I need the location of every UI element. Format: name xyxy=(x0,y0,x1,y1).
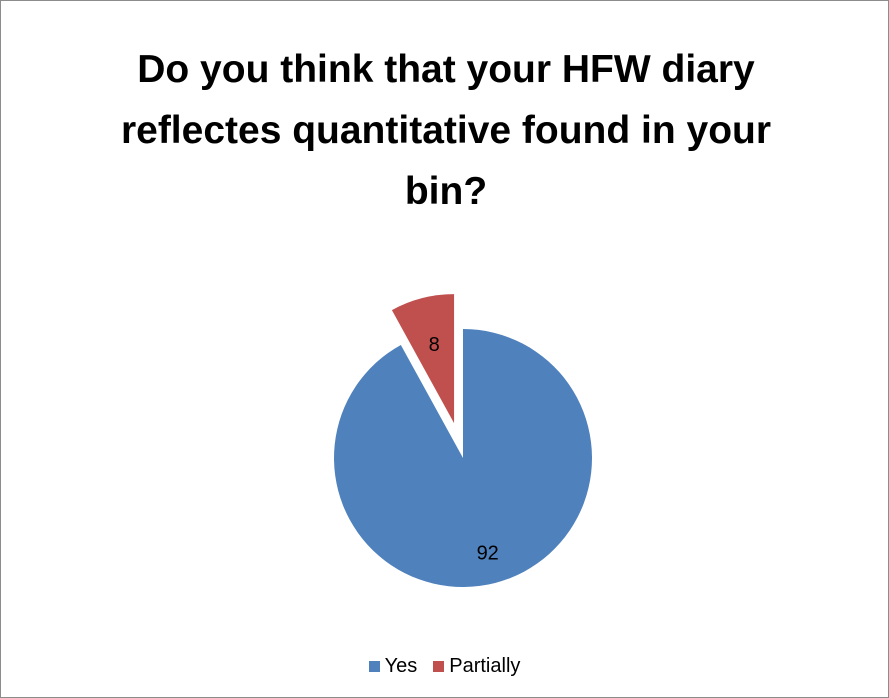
data-label-yes: 92 xyxy=(477,542,499,564)
chart-title: Do you think that your HFW diary reflect… xyxy=(120,48,772,213)
data-label-partially: 8 xyxy=(429,334,440,356)
legend-swatch-yes xyxy=(368,661,380,672)
legend-item-yes: Yes xyxy=(368,655,418,678)
legend-label-yes: Yes xyxy=(384,655,418,677)
pie-chart: 92 8 xyxy=(334,294,593,588)
legend-item-partially: Partially xyxy=(433,655,520,678)
legend-swatch-partially xyxy=(433,661,445,672)
pie-slice-partially xyxy=(391,294,455,424)
legend-label-partially: Partially xyxy=(449,655,521,677)
pie-slice-yes xyxy=(334,329,593,588)
legend: Yes Partially xyxy=(1,655,888,678)
